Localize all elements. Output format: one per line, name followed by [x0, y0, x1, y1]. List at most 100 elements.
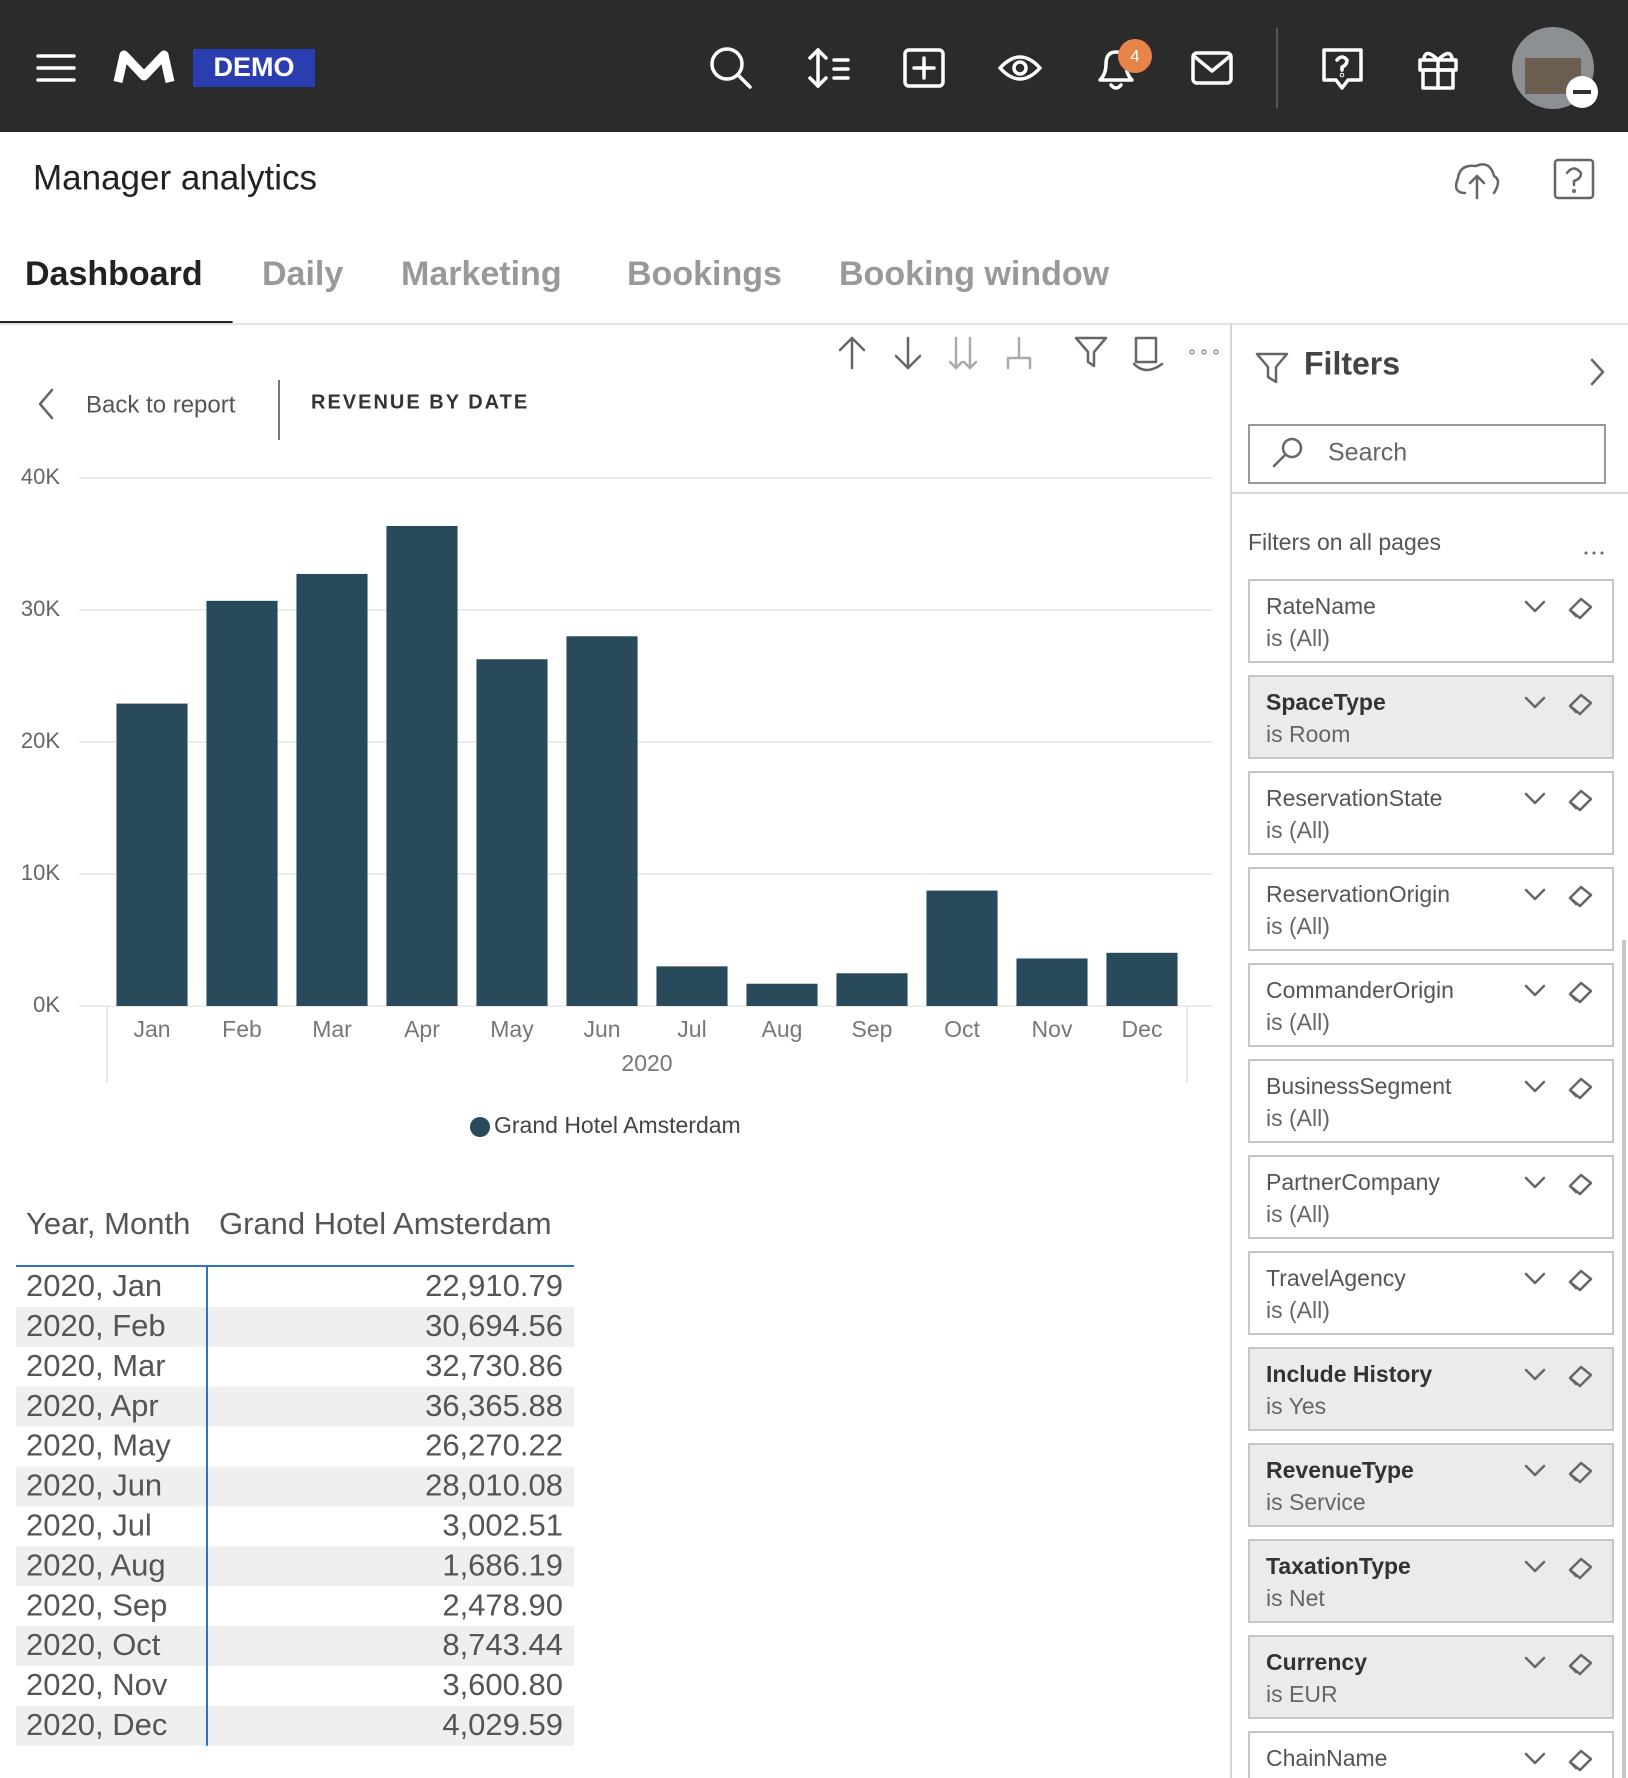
filter-expand[interactable]: [1524, 1272, 1546, 1285]
filter-card[interactable]: TravelAgency is (All): [1248, 1251, 1614, 1335]
back-icon[interactable]: [38, 388, 54, 420]
legend-marker: [470, 1117, 490, 1137]
filter-clear[interactable]: [1568, 1365, 1593, 1388]
filter-card[interactable]: RateName is (All): [1248, 579, 1614, 663]
filter-card-box: [1248, 1251, 1614, 1335]
menu-button[interactable]: [36, 54, 76, 82]
y-tick-label: 40K: [21, 464, 60, 489]
filter-clear[interactable]: [1568, 981, 1593, 1004]
filter-card-box: [1248, 1059, 1614, 1143]
filter-card[interactable]: PartnerCompany is (All): [1248, 1155, 1614, 1239]
tab[interactable]: Daily: [262, 255, 343, 293]
tab[interactable]: Bookings: [627, 255, 782, 293]
bar[interactable]: [836, 973, 908, 1006]
column-header: Year, Month: [26, 1206, 190, 1241]
back-to-report[interactable]: Back to report: [86, 391, 236, 418]
expand-button[interactable]: [948, 336, 978, 370]
bar[interactable]: [116, 703, 188, 1006]
filter-expand[interactable]: [1524, 888, 1546, 901]
filter-card[interactable]: ReservationState is (All): [1248, 771, 1614, 855]
focus-button[interactable]: [1132, 336, 1164, 372]
filter-card[interactable]: Include History is Yes: [1248, 1347, 1614, 1431]
search-placeholder[interactable]: Search: [1328, 439, 1407, 467]
filter-expand[interactable]: [1524, 1752, 1546, 1765]
search-box[interactable]: [1248, 424, 1606, 484]
filter-expand[interactable]: [1524, 1560, 1546, 1573]
search-button[interactable]: [710, 47, 752, 89]
filter-clear[interactable]: [1568, 1461, 1593, 1484]
bar[interactable]: [926, 890, 998, 1006]
filter-clear[interactable]: [1568, 597, 1593, 620]
tab[interactable]: Booking window: [839, 255, 1110, 293]
filter-expand[interactable]: [1524, 984, 1546, 997]
filter-clear[interactable]: [1568, 1173, 1593, 1196]
filter-clear[interactable]: [1568, 1749, 1593, 1772]
y-tick-label: 10K: [21, 860, 60, 885]
collapse-pane[interactable]: [1590, 358, 1605, 386]
avatar[interactable]: [1512, 27, 1598, 109]
legend-label: Grand Hotel Amsterdam: [494, 1112, 741, 1138]
filter-expand[interactable]: [1524, 1176, 1546, 1189]
upload-button[interactable]: [1454, 163, 1500, 200]
filter-card[interactable]: ReservationOrigin is (All): [1248, 867, 1614, 951]
filter-clear[interactable]: [1568, 1557, 1593, 1580]
filter-expand[interactable]: [1524, 1080, 1546, 1093]
filter-card[interactable]: SpaceType is Room: [1248, 675, 1614, 759]
bar[interactable]: [656, 966, 728, 1006]
add-button[interactable]: [903, 48, 945, 88]
filter-name: Include History: [1266, 1361, 1432, 1387]
filter-clear[interactable]: [1568, 693, 1593, 716]
bar[interactable]: [1016, 958, 1088, 1006]
page-help-button[interactable]: [1553, 158, 1595, 200]
bar[interactable]: [746, 983, 818, 1006]
cell: 2020, Dec: [26, 1707, 167, 1742]
filter-value: is Net: [1266, 1585, 1325, 1611]
filter-name: TaxationType: [1266, 1553, 1411, 1579]
cell: 2020, Jan: [26, 1268, 162, 1303]
filter-expand[interactable]: [1524, 1656, 1546, 1669]
tab[interactable]: Dashboard: [25, 255, 203, 293]
filter-clear[interactable]: [1568, 885, 1593, 908]
y-tick-label: 30K: [21, 596, 60, 621]
filter-card[interactable]: BusinessSegment is (All): [1248, 1059, 1614, 1143]
drill-down-button[interactable]: [894, 336, 922, 370]
filter-clear[interactable]: [1568, 1077, 1593, 1100]
section-more[interactable]: [1584, 551, 1604, 555]
drill-up-button[interactable]: [838, 336, 866, 370]
filter-card[interactable]: CommanderOrigin is (All): [1248, 963, 1614, 1047]
mail-button[interactable]: [1191, 51, 1233, 85]
sort-button[interactable]: [808, 48, 850, 88]
logo[interactable]: [113, 50, 175, 83]
filter-card[interactable]: RevenueType is Service: [1248, 1443, 1614, 1527]
filter-button[interactable]: [1074, 336, 1108, 368]
filter-clear[interactable]: [1568, 1653, 1593, 1676]
filter-expand[interactable]: [1524, 1368, 1546, 1381]
filter-expand[interactable]: [1524, 600, 1546, 613]
bar[interactable]: [566, 636, 638, 1006]
bar[interactable]: [206, 600, 278, 1006]
notifications-button[interactable]: [1098, 50, 1134, 90]
filter-card[interactable]: ChainNameis (All): [1248, 1731, 1614, 1778]
filter-name: Currency: [1266, 1649, 1367, 1675]
filter-card[interactable]: TaxationType is Net: [1248, 1539, 1614, 1623]
bar[interactable]: [476, 659, 548, 1006]
filter-clear[interactable]: [1568, 789, 1593, 812]
filter-name: CommanderOrigin: [1266, 977, 1454, 1003]
cell: 2020, Oct: [26, 1627, 161, 1662]
filter-clear[interactable]: [1568, 1269, 1593, 1292]
bar[interactable]: [386, 525, 458, 1006]
gift-button[interactable]: [1418, 51, 1458, 90]
filter-card[interactable]: Currency is EUR: [1248, 1635, 1614, 1719]
bar[interactable]: [1106, 952, 1178, 1006]
bar[interactable]: [296, 573, 368, 1006]
more-button[interactable]: [1189, 349, 1219, 355]
filter-expand[interactable]: [1524, 1464, 1546, 1477]
help-button[interactable]: [1322, 48, 1363, 90]
filter-expand[interactable]: [1524, 696, 1546, 709]
filter-expand[interactable]: [1524, 792, 1546, 805]
hierarchy-button[interactable]: [1006, 336, 1032, 370]
x-tick-label: Jan: [133, 1016, 170, 1042]
view-button[interactable]: [998, 55, 1042, 81]
tab[interactable]: Marketing: [401, 255, 562, 293]
filter-card-box: [1248, 1443, 1614, 1527]
